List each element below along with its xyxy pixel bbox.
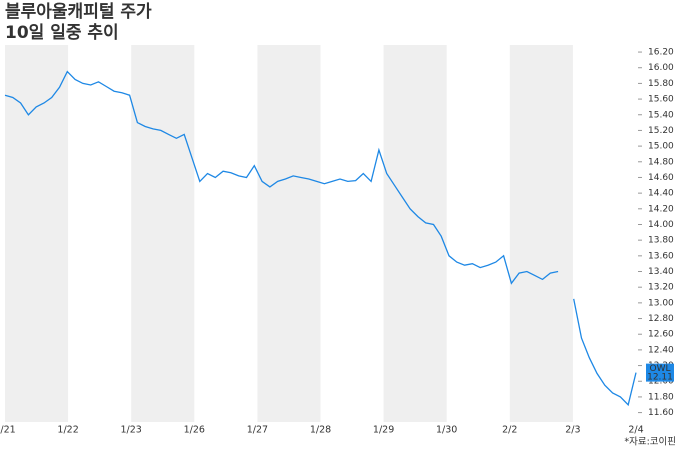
y-tick-label: 13.60 <box>648 251 674 261</box>
y-tick-label: 12.00 <box>648 377 674 387</box>
y-tick-label: 13.40 <box>648 267 674 277</box>
y-tick-label: 14.80 <box>648 157 674 167</box>
x-tick-label: 1/30 <box>436 425 457 436</box>
day-band <box>5 45 69 422</box>
y-tick-label: 12.60 <box>648 330 674 340</box>
x-tick-label: 1/23 <box>121 425 142 436</box>
y-tick-label: 16.20 <box>648 48 674 58</box>
badge-box <box>646 363 674 382</box>
chart-subtitle: 10일 일중 추이 <box>5 23 119 43</box>
y-tick-label: 13.80 <box>648 236 674 246</box>
y-tick-label: 15.40 <box>648 110 674 120</box>
x-tick-label: 1/22 <box>57 425 78 436</box>
x-tick-label: 1/26 <box>184 425 205 436</box>
x-tick-label: 1/28 <box>310 425 331 436</box>
y-tick-label: 13.20 <box>648 283 674 293</box>
badge-name: OWL <box>650 364 671 374</box>
x-tick-label: 1/27 <box>247 425 268 436</box>
x-tick-label: 1/29 <box>373 425 394 436</box>
day-band <box>131 45 195 422</box>
y-tick-label: 14.00 <box>648 220 674 230</box>
x-tick-label: 2/4 <box>628 425 643 436</box>
price-line <box>4 70 637 407</box>
day-band <box>257 45 321 422</box>
y-tick-label: 11.60 <box>648 408 674 418</box>
badge-value: 12.11 <box>647 373 673 383</box>
chart-title: 블루아울캐피털 주가 <box>5 2 152 22</box>
x-tick-label: 2/2 <box>502 425 517 436</box>
y-tick-label: 11.80 <box>648 392 674 402</box>
y-tick-label: 13.00 <box>648 298 674 308</box>
x-tick-label: 2/3 <box>565 425 580 436</box>
y-tick-label: 15.80 <box>648 79 674 89</box>
day-band <box>383 45 447 422</box>
source: *자료:코이핀 <box>624 437 676 448</box>
y-tick-label: 14.20 <box>648 204 674 214</box>
y-tick-label: 14.40 <box>648 189 674 199</box>
y-tick-label: 12.80 <box>648 314 674 324</box>
y-tick-label: 15.60 <box>648 95 674 105</box>
y-tick-label: 12.40 <box>648 345 674 355</box>
y-tick-label: 15.00 <box>648 142 674 152</box>
y-tick-label: 16.00 <box>648 63 674 73</box>
y-tick-label: 15.20 <box>648 126 674 136</box>
x-tick-label: 1/21 <box>0 425 16 436</box>
y-tick-label: 14.60 <box>648 173 674 183</box>
day-band <box>509 45 573 422</box>
